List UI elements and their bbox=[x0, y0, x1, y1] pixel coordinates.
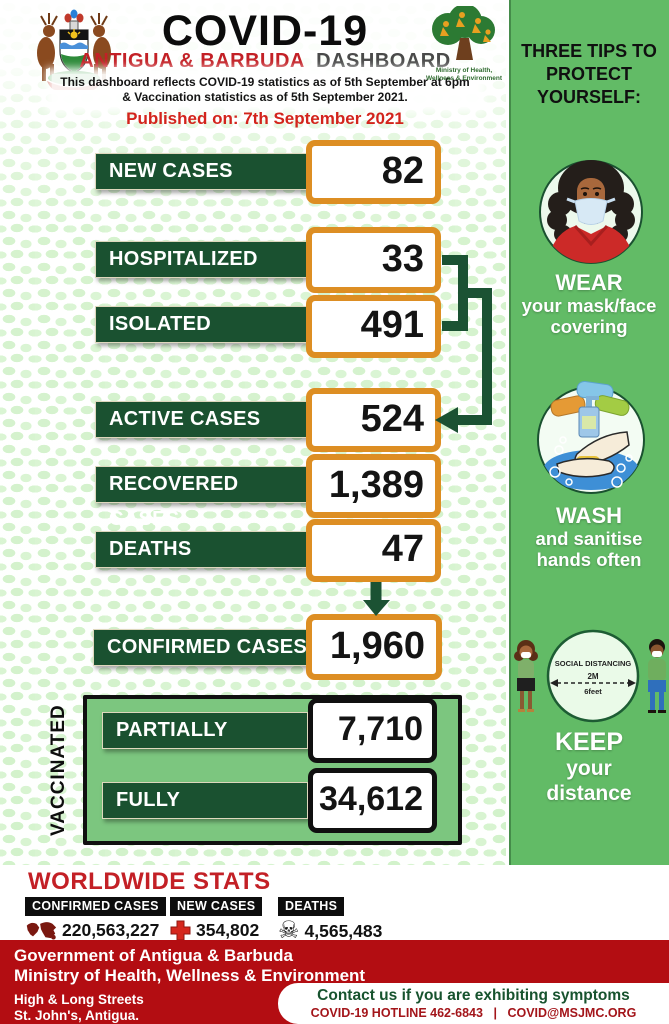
social-distancing-icon: SOCIAL DISTANCING 2M 6feet bbox=[514, 629, 666, 723]
tip2-line2: and sanitise bbox=[535, 528, 643, 549]
isolated-label: ISOLATED bbox=[95, 306, 310, 343]
tip3-line3: distance bbox=[546, 782, 632, 805]
active-cases-label: ACTIVE CASES bbox=[95, 401, 310, 438]
ministry-logo: Ministry of Health, Wellness & Environme… bbox=[417, 4, 511, 83]
hospitalized-value: 33 bbox=[306, 227, 441, 293]
partially-value: 7,710 bbox=[308, 698, 437, 763]
tip3-line1: KEEP bbox=[554, 728, 624, 756]
tip3-caption: KEEP your distance bbox=[509, 728, 669, 806]
tip1-line3: covering bbox=[550, 316, 628, 337]
tip2-line3: hands often bbox=[536, 549, 642, 570]
recovered-cases-value: 1,389 bbox=[306, 454, 441, 518]
country-name: ANTIGUA & BARBUDA bbox=[79, 50, 305, 72]
worldwide-new-cases-value: 354,802 bbox=[196, 920, 260, 940]
header: COVID-19 ANTIGUA & BARBUDA DASHBOARD Thi… bbox=[47, 0, 483, 129]
dashboard-note: This dashboard reflects COVID-19 statist… bbox=[52, 74, 478, 106]
distancing-woman-figure bbox=[514, 640, 538, 712]
government-line: Government of Antigua & Barbuda bbox=[14, 946, 293, 965]
distance-meters-label: 2M bbox=[587, 672, 598, 681]
tips-sidebar: THREE TIPS TO PROTECT YOURSELF: WEAR bbox=[506, 0, 669, 865]
worldwide-new-cases-label: NEW CASES bbox=[170, 897, 263, 916]
worldwide-deaths-value: 4,565,483 bbox=[304, 920, 383, 941]
worldwide-confirmed-group: CONFIRMED CASES 220,563,227 bbox=[25, 897, 166, 941]
worldwide-heading: WORLDWIDE STATS bbox=[28, 868, 271, 895]
confirmed-cases-label: CONFIRMED CASES bbox=[93, 629, 310, 666]
address-line-2: St. John's, Antigua. bbox=[14, 1008, 139, 1023]
footer: Government of Antigua & Barbuda Ministry… bbox=[0, 940, 669, 1024]
tip2-line1: WASH bbox=[556, 503, 622, 528]
red-cross-icon bbox=[170, 920, 191, 941]
address-line-1: High & Long Streets bbox=[14, 992, 144, 1007]
fully-value: 34,612 bbox=[308, 768, 437, 833]
contact-details: COVID-19 HOTLINE 462-6843 | COVID@MSJMC.… bbox=[278, 1005, 669, 1021]
distance-feet-label: 6feet bbox=[584, 687, 602, 696]
isolated-value: 491 bbox=[306, 295, 441, 358]
tips-heading: THREE TIPS TO PROTECT YOURSELF: bbox=[521, 41, 657, 107]
published-date: Published on: 7th September 2021 bbox=[126, 109, 404, 128]
new-cases-label: NEW CASES bbox=[95, 153, 310, 190]
worldwide-deaths-label: DEATHS bbox=[278, 897, 345, 916]
hotline-number: COVID-19 HOTLINE 462-6843 bbox=[310, 1006, 483, 1020]
ministry-caption-2: Wellness & Environment bbox=[425, 75, 503, 82]
worldwide-confirmed-label: CONFIRMED CASES bbox=[25, 897, 166, 916]
worldwide-deaths-group: DEATHS ☠ 4,565,483 bbox=[278, 897, 383, 944]
tip1-line2: your mask/face bbox=[521, 295, 657, 316]
deaths-value: 47 bbox=[306, 519, 441, 582]
recovered-cases-label: RECOVERED CASES bbox=[95, 466, 310, 530]
contact-divider: | bbox=[493, 1006, 497, 1020]
worldwide-new-cases-group: NEW CASES 354,802 bbox=[170, 897, 263, 941]
mask-wearing-icon bbox=[539, 160, 643, 264]
tip1-caption: WEAR your mask/face covering bbox=[509, 270, 669, 337]
note-line-1: This dashboard reflects COVID-19 statist… bbox=[60, 75, 470, 89]
contact-heading: Contact us if you are exhibiting symptom… bbox=[317, 987, 630, 1004]
tip2-caption: WASH and sanitise hands often bbox=[509, 503, 669, 570]
skull-icon: ☠ bbox=[278, 917, 300, 944]
contact-email: COVID@MSJMC.ORG bbox=[507, 1006, 637, 1020]
fully-label: FULLY bbox=[102, 782, 308, 819]
new-cases-value: 82 bbox=[306, 140, 441, 204]
ministry-tree-icon bbox=[432, 4, 495, 60]
distancing-man-figure bbox=[648, 639, 666, 713]
ministry-line: Ministry of Health, Wellness & Environme… bbox=[14, 966, 366, 985]
page-subtitle: ANTIGUA & BARBUDA DASHBOARD bbox=[47, 50, 483, 72]
contact-box: Contact us if you are exhibiting symptom… bbox=[278, 983, 669, 1024]
worldwide-confirmed-value: 220,563,227 bbox=[62, 920, 160, 940]
active-cases-value: 524 bbox=[306, 388, 441, 452]
confirmed-cases-value: 1,960 bbox=[306, 614, 442, 680]
deaths-label: DEATHS bbox=[95, 531, 310, 568]
partially-label: PARTIALLY bbox=[102, 712, 308, 749]
vaccinated-title: VACCINATED bbox=[48, 704, 69, 836]
tip3-line2: your bbox=[566, 757, 612, 780]
worldwide-stats-strip: WORLDWIDE STATS CONFIRMED CASES 220,563,… bbox=[0, 865, 669, 944]
ministry-caption-1: Ministry of Health, bbox=[435, 67, 493, 74]
antigua-coat-of-arms-icon bbox=[37, 9, 111, 90]
social-distancing-label: SOCIAL DISTANCING bbox=[555, 659, 632, 668]
world-map-icon bbox=[26, 921, 57, 940]
dashboard-word: DASHBOARD bbox=[316, 50, 451, 72]
hospitalized-label: HOSPITALIZED bbox=[95, 241, 310, 278]
note-line-2: & Vaccination statistics as of 5th Septe… bbox=[122, 90, 408, 104]
page-title: COVID-19 bbox=[161, 7, 369, 55]
hand-washing-icon bbox=[537, 380, 645, 494]
tip1-line1: WEAR bbox=[555, 270, 623, 295]
